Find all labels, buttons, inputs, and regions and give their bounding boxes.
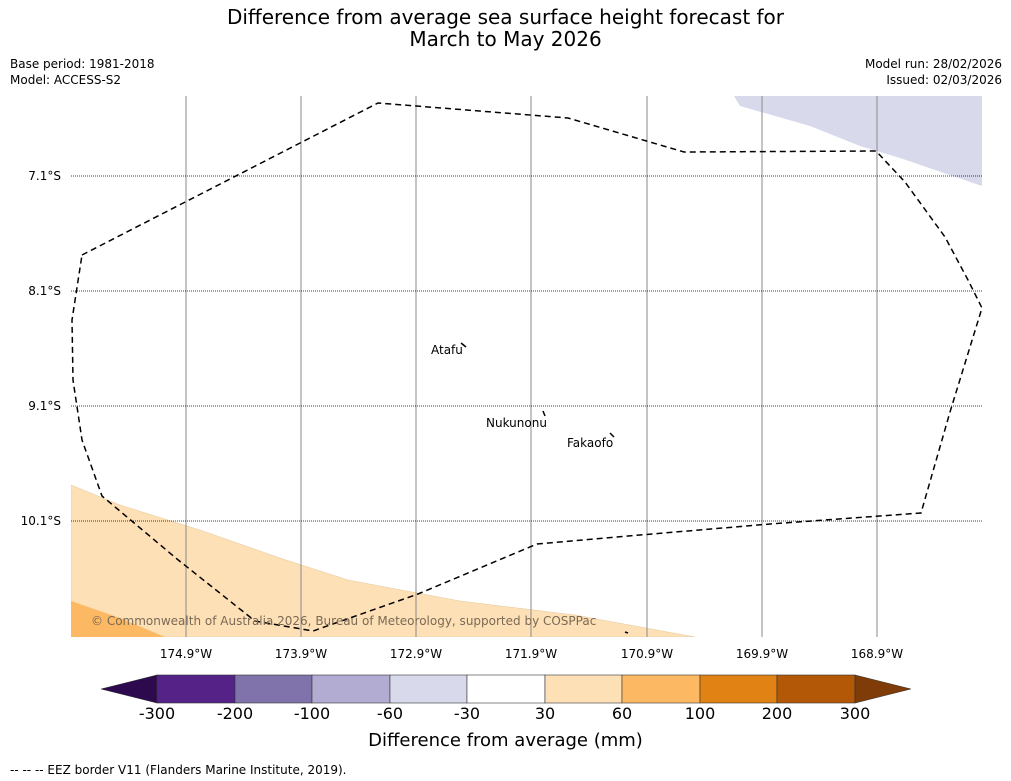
latitude-label: 7.1°S	[28, 169, 61, 183]
meta-right: Model run: 28/02/2026 Issued: 02/03/2026	[865, 56, 1002, 88]
place-label-nukunonu: Nukunonu	[486, 416, 547, 430]
latitude-label: 8.1°S	[28, 284, 61, 298]
map-area	[71, 96, 982, 637]
colorbar	[100, 674, 912, 704]
model-run: Model run: 28/02/2026	[864, 57, 1002, 71]
longitude-label: 169.9°W	[735, 647, 789, 661]
island-mark	[624, 631, 629, 634]
meta-left: Base period: 1981-2018 Model: ACCESS-S2	[10, 56, 155, 88]
anomaly-region-positive-medium	[71, 601, 165, 637]
latitude-label: 9.1°S	[28, 399, 61, 413]
atafu-atoll	[460, 342, 467, 348]
colorbar-segment	[621, 674, 701, 704]
title-line-1: Difference from average sea surface heig…	[226, 5, 785, 29]
colorbar-segment	[466, 674, 546, 704]
place-label-fakaofo: Fakaofo	[567, 436, 614, 450]
longitude-label: 171.9°W	[504, 647, 558, 661]
colorbar-tick: -100	[293, 704, 331, 723]
colorbar-segment	[234, 674, 313, 704]
colorbar-label: Difference from average (mm)	[368, 730, 643, 751]
colorbar-tick: 30	[534, 704, 556, 723]
meridian-lines	[185, 96, 878, 637]
colorbar-tick: 60	[611, 704, 633, 723]
anomaly-region-negative	[734, 96, 982, 186]
colorbar-extension-high	[854, 674, 912, 704]
eez-legend-footnote: -- -- -- EEZ border V11 (Flanders Marine…	[10, 763, 347, 777]
colorbar-tick: -200	[216, 704, 254, 723]
colorbar-segment	[389, 674, 468, 704]
eez-border	[71, 102, 982, 632]
copyright-notice: © Commonwealth of Australia 2026, Bureau…	[91, 614, 597, 628]
colorbar-segment	[776, 674, 856, 704]
nukunonu-atoll	[542, 410, 546, 417]
base-period: Base period: 1981-2018	[10, 57, 155, 71]
colorbar-segment	[544, 674, 623, 704]
title-line-2: March to May 2026	[409, 27, 602, 51]
colorbar-tick: 300	[839, 704, 871, 723]
issued-date: Issued: 02/03/2026	[886, 73, 1002, 87]
longitude-label: 174.9°W	[159, 647, 213, 661]
longitude-label: 172.9°W	[389, 647, 443, 661]
fakaofo-atoll	[609, 432, 615, 438]
longitude-label: 168.9°W	[850, 647, 904, 661]
longitude-label: 170.9°W	[620, 647, 674, 661]
colorbar-tick: -30	[453, 704, 481, 723]
colorbar-tick: -300	[138, 704, 176, 723]
latitude-label: 10.1°S	[20, 514, 61, 528]
colorbar-tick: 200	[761, 704, 793, 723]
colorbar-segment	[699, 674, 778, 704]
colorbar-tick: 100	[684, 704, 716, 723]
colorbar-extension-low	[100, 674, 158, 704]
colorbar-segment	[311, 674, 391, 704]
place-label-atafu: Atafu	[431, 343, 463, 357]
colorbar-tick: -60	[376, 704, 404, 723]
map-title: Difference from average sea surface heig…	[0, 6, 1011, 50]
model-name: Model: ACCESS-S2	[10, 73, 122, 87]
colorbar-segment	[156, 674, 236, 704]
longitude-label: 173.9°W	[274, 647, 328, 661]
